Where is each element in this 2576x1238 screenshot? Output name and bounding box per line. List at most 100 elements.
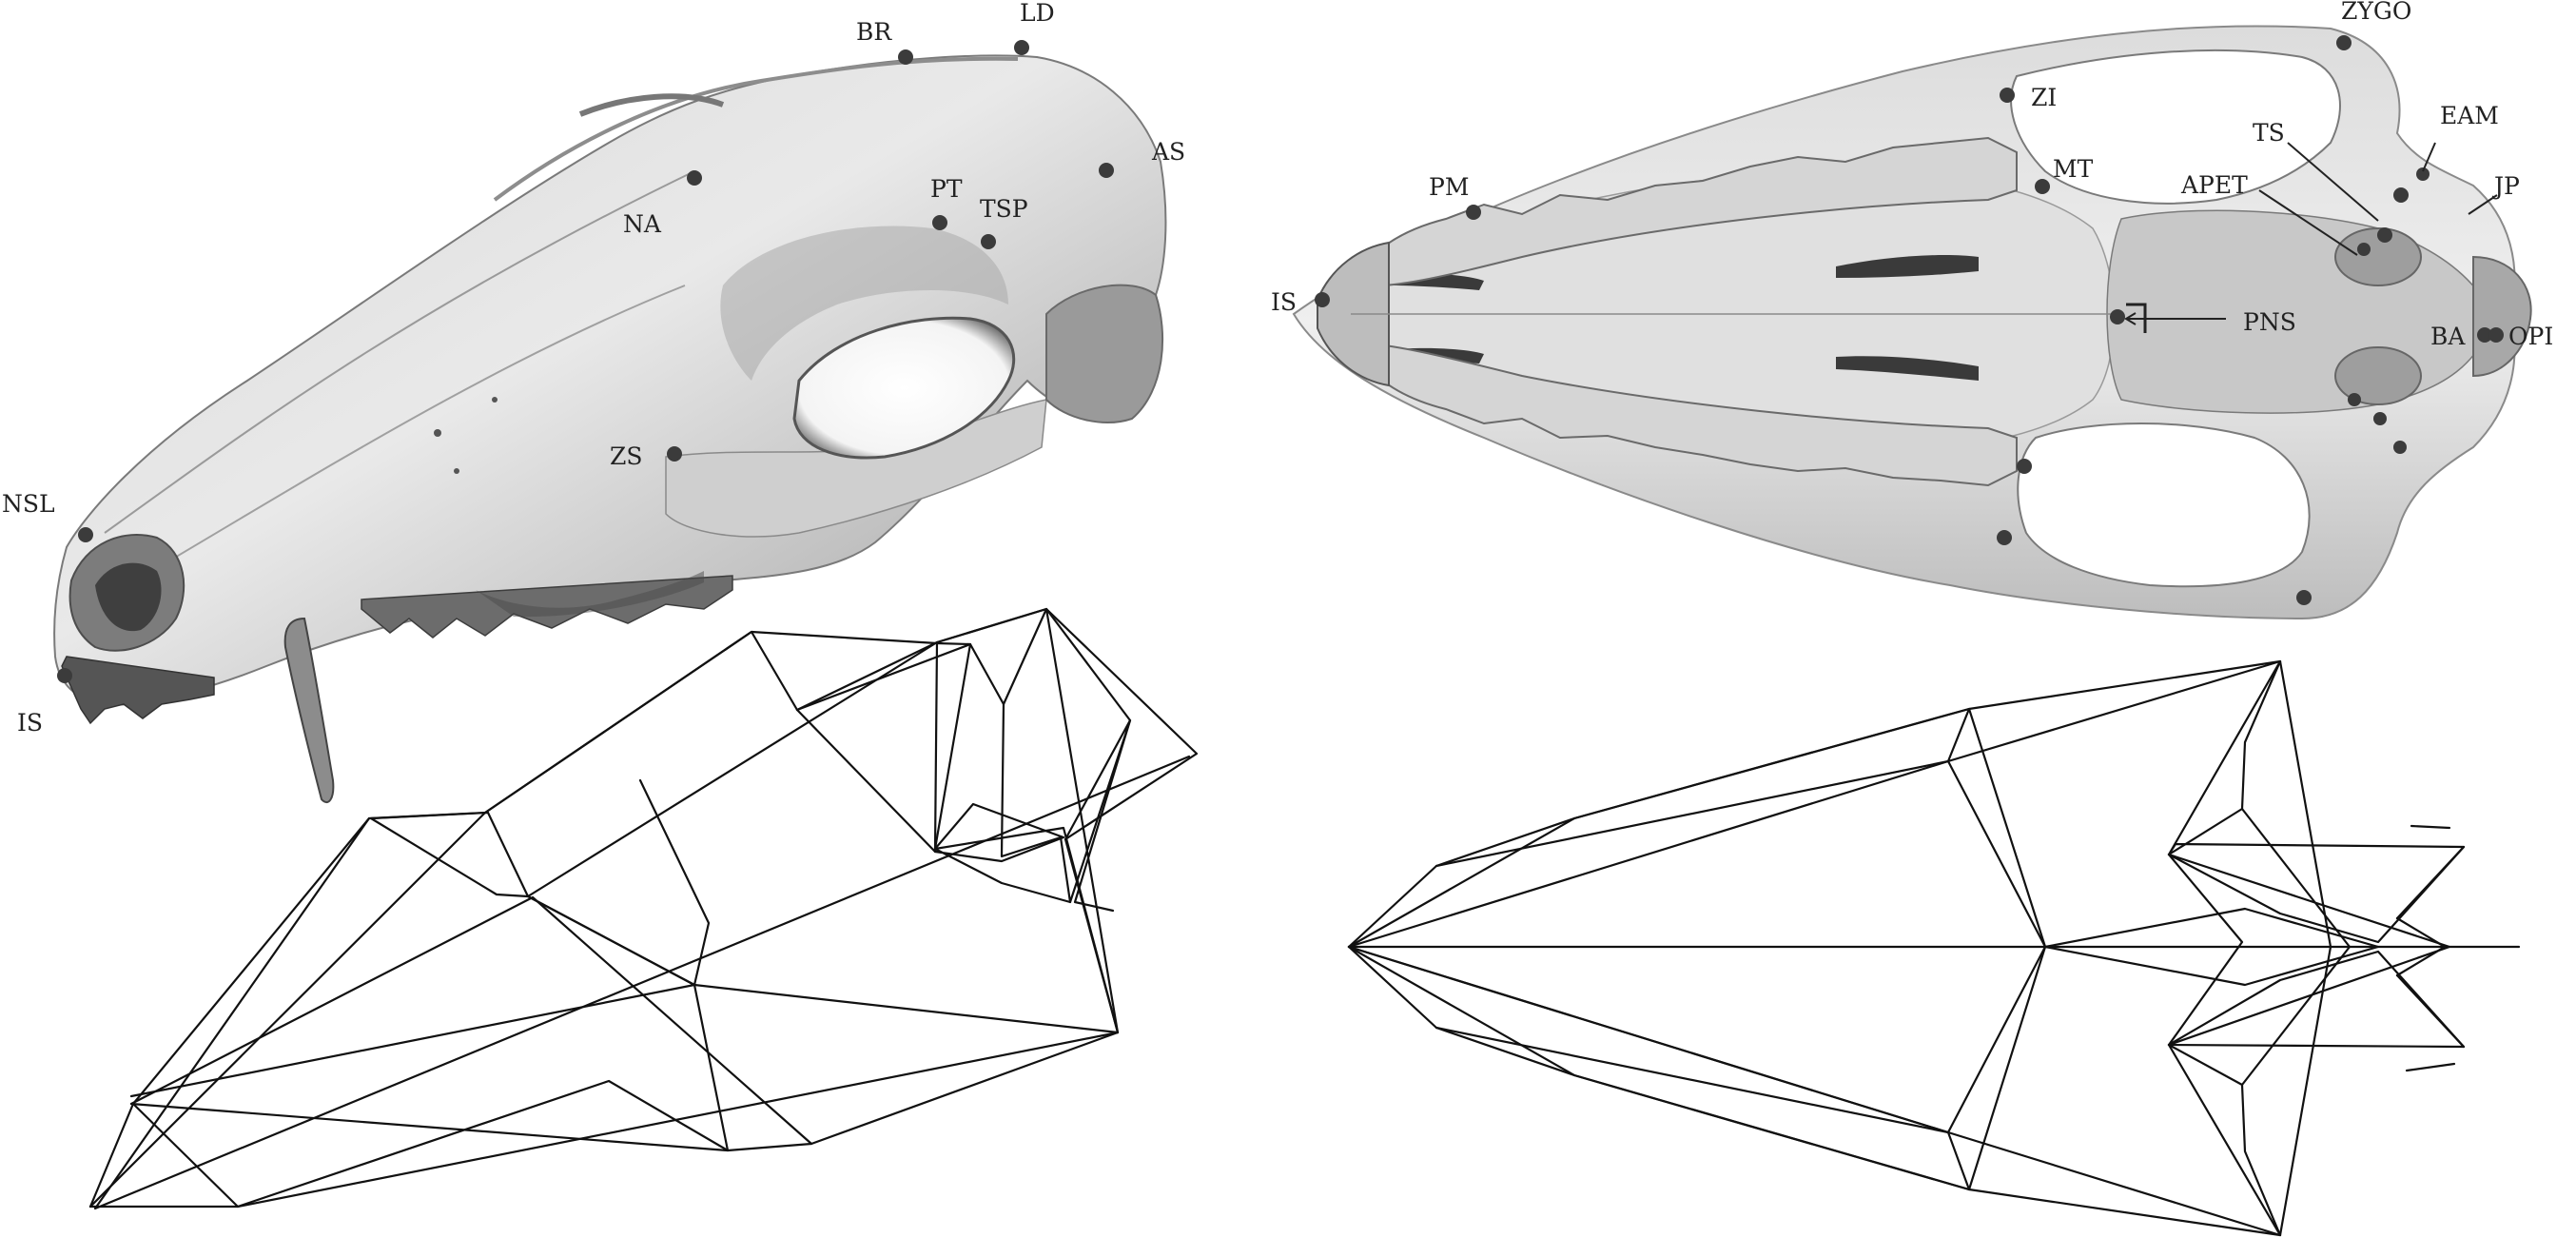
landmark-label: NA <box>623 210 662 238</box>
wireframe-edge <box>2240 807 2352 1087</box>
landmark-dot <box>1315 292 1330 307</box>
landmark-dot <box>1997 530 2012 545</box>
landmark-dot <box>2357 243 2371 256</box>
wireframe-edge <box>88 811 730 1209</box>
wireframe-edge <box>1347 659 2466 949</box>
wireframe-edge <box>93 755 1191 1210</box>
landmark-dot <box>2393 187 2409 203</box>
eam-leader-line <box>2422 142 2436 172</box>
lateral-foramen <box>454 468 459 474</box>
ventral-temporal-fossa-upper <box>2010 49 2341 205</box>
landmark-dot <box>2393 441 2407 454</box>
landmark-label: IS <box>17 709 43 737</box>
lateral-maxilla-suture <box>151 285 686 572</box>
landmark-label: NSL <box>2 490 55 518</box>
landmark-label: BR <box>856 18 892 46</box>
landmark-dot <box>2296 590 2312 605</box>
lateral-nasal-cavity <box>95 562 162 632</box>
ventral-lower-tooth-row <box>1349 341 2018 487</box>
wireframe-edge <box>1347 945 1971 1191</box>
landmark-dot <box>2000 88 2015 103</box>
landmark-label: JP <box>2491 172 2520 200</box>
lateral-orbit-opening <box>792 316 1016 460</box>
landmark-dot <box>1014 40 1029 55</box>
ventral-palatal-fenestra <box>1836 255 1979 278</box>
lateral-sagittal-crest <box>493 56 1019 202</box>
wireframe-edge <box>2167 853 2244 1047</box>
landmark-label: ZI <box>2031 84 2057 111</box>
wireframe-edge <box>2410 824 2451 830</box>
landmark-label: OPI <box>2508 323 2553 350</box>
landmark-label: PNS <box>2243 308 2296 336</box>
landmark-dot <box>2110 309 2125 324</box>
ventral-pns-marker <box>2124 312 2226 325</box>
wireframe-edge <box>129 607 1132 1098</box>
landmark-dot <box>2373 412 2387 425</box>
landmark-dot <box>2488 327 2504 343</box>
landmark-label: ZYGO <box>2341 0 2411 25</box>
landmark-label: ZS <box>610 442 643 470</box>
ventral-bulla <box>2334 346 2422 405</box>
wireframe-edge <box>131 1031 1120 1209</box>
landmark-label: IS <box>1271 288 1297 316</box>
wireframe-edge <box>795 642 1132 904</box>
landmark-label: TSP <box>980 195 1028 223</box>
landmark-label: MT <box>2053 155 2094 183</box>
wireframe-edge <box>88 630 1120 1209</box>
landmark-label: APET <box>2180 171 2248 199</box>
lateral-orbit-rim <box>720 226 1008 381</box>
ventral-pns-bracket <box>2126 303 2147 333</box>
landmark-dot <box>667 446 682 462</box>
landmark-dot <box>2336 35 2352 50</box>
ventral-skull-photo: ZYGO ZI EAM TS MT JP PM APET IS PNS BA O… <box>1271 0 2553 620</box>
ventral-wireframe <box>1347 659 2521 1237</box>
lateral-cheek-teeth <box>361 575 733 639</box>
jp-leader-line <box>2468 194 2498 215</box>
landmark-dot <box>687 170 702 186</box>
ventral-temporal-fossa-lower <box>2017 422 2311 588</box>
lateral-canine-tooth <box>283 617 335 804</box>
lateral-incisor-teeth <box>61 656 215 725</box>
lateral-nasal-suture <box>104 170 695 534</box>
ventral-occipital-condyles <box>2472 255 2532 378</box>
lateral-wireframe <box>88 607 1199 1210</box>
lateral-foramen <box>434 429 441 437</box>
lateral-skull-photo: BR LD AS NA PT TSP ZS NSL IS <box>2 0 1185 804</box>
landmark-dot <box>2477 327 2492 343</box>
landmark-dot <box>981 234 996 249</box>
wireframe-edge <box>1434 950 2466 1237</box>
wireframe-edge <box>795 708 1072 904</box>
lateral-glenoid-process <box>1045 284 1163 423</box>
landmark-label: EAM <box>2440 102 2499 129</box>
landmark-label: BA <box>2430 323 2466 350</box>
landmark-dot <box>932 215 947 230</box>
landmark-dot <box>1099 163 1114 178</box>
wireframe-edge <box>2278 659 2332 1237</box>
wireframe-edge <box>1347 945 2466 1237</box>
landmark-dot <box>2416 167 2430 181</box>
landmark-dot <box>2035 179 2050 194</box>
landmark-label: PT <box>930 175 963 203</box>
wireframe-edge <box>2043 907 2380 987</box>
wireframe-edge <box>526 607 1048 898</box>
landmark-dot <box>898 49 913 65</box>
ventral-bulla <box>2334 227 2422 286</box>
wireframe-edge <box>129 895 813 1146</box>
lateral-zygomatic-top-edge <box>578 93 725 117</box>
ventral-upper-tooth-row <box>1349 136 2018 287</box>
landmark-label: AS <box>1151 138 1185 166</box>
lateral-tooth-shadow <box>476 571 704 618</box>
apet-leader-line <box>2258 189 2358 256</box>
wireframe-edge <box>2405 1062 2456 1072</box>
landmark-label: LD <box>1020 0 1055 27</box>
landmark-dot <box>2348 393 2361 406</box>
ts-leader-line <box>2287 142 2379 222</box>
landmark-dot <box>2377 227 2392 243</box>
wireframe-edge <box>2167 853 2451 1047</box>
wireframe-edge <box>2395 916 2447 977</box>
ventral-palatal-fenestra <box>1836 356 1979 381</box>
wireframe-edge <box>1347 707 1971 949</box>
landmark-dot <box>78 527 93 542</box>
wireframe-edge <box>88 607 1199 1209</box>
